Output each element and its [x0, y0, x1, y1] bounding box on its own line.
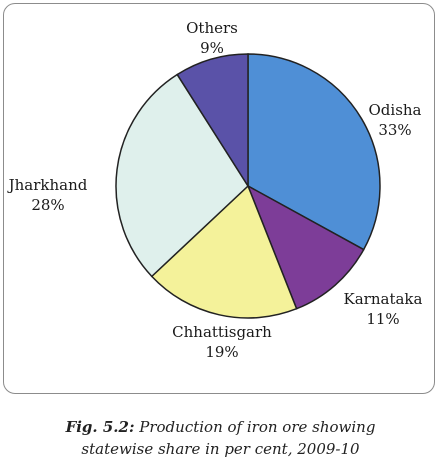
- pie-slices: [115, 53, 381, 319]
- pie-slice-others: [176, 53, 249, 189]
- slice-label-chhattisgarh: Chhattisgarh: [172, 323, 272, 341]
- pie-slice-karnataka: [246, 184, 365, 310]
- pie-slice-odisha: [247, 53, 381, 251]
- slice-label-others: Others: [186, 19, 238, 37]
- caption-line-1: Fig. 5.2: Production of iron ore showing: [0, 416, 441, 438]
- slice-value-odisha: 33%: [378, 121, 411, 139]
- pie-chart: Odisha 33% Karnataka 11% Chhattisgarh 19% Jhar…: [7, 19, 423, 361]
- caption-fig-label: Fig. 5.2:: [65, 418, 135, 436]
- slice-label-jharkhand: Jharkhand: [7, 176, 88, 194]
- pie-slice-jharkhand: [115, 73, 249, 278]
- figure-caption: Fig. 5.2: Production of iron ore showing…: [0, 416, 441, 460]
- pie-labels: Odisha 33% Karnataka 11% Chhattisgarh 19% Jhar…: [7, 19, 423, 361]
- slice-label-odisha: Odisha: [369, 101, 422, 119]
- slice-value-karnataka: 11%: [366, 310, 399, 328]
- slice-label-karnataka: Karnataka: [344, 290, 423, 308]
- slice-value-others: 9%: [200, 39, 224, 57]
- caption-text-1: Production of iron ore showing: [139, 418, 376, 436]
- slice-value-chhattisgarh: 19%: [205, 343, 238, 361]
- slice-value-jharkhand: 28%: [31, 196, 64, 214]
- pie-slice-chhattisgarh: [150, 184, 298, 319]
- caption-line-2: statewise share in per cent, 2009-10: [81, 440, 360, 458]
